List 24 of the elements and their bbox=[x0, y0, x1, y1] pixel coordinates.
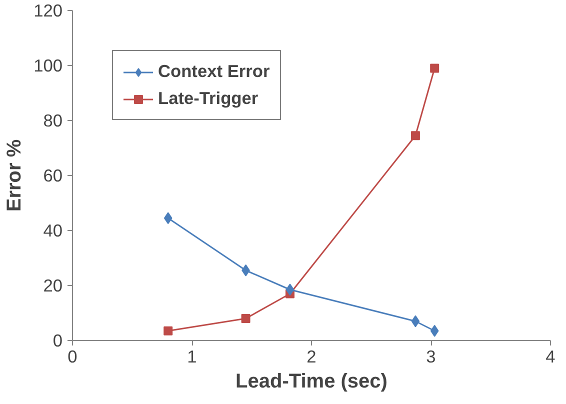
point bbox=[241, 314, 250, 323]
x-tick-label: 1 bbox=[187, 346, 197, 366]
point bbox=[164, 326, 173, 336]
x-tick-label: 3 bbox=[426, 346, 436, 366]
legend-label: Context Error bbox=[158, 61, 270, 82]
x-tick-label: 0 bbox=[68, 346, 78, 366]
point bbox=[164, 212, 172, 224]
y-tick-label: 40 bbox=[43, 220, 63, 240]
point bbox=[286, 284, 294, 296]
y-axis-title: Error % bbox=[4, 139, 26, 212]
x-tick-label: 4 bbox=[546, 346, 556, 366]
point bbox=[410, 131, 420, 140]
x-axis-title: Lead-Time (sec) bbox=[236, 370, 388, 392]
y-tick-label: 60 bbox=[43, 166, 63, 186]
legend-label: Late-Trigger bbox=[158, 88, 258, 109]
point bbox=[430, 64, 440, 73]
y-tick-label: 80 bbox=[43, 110, 63, 130]
y-tick-label: 0 bbox=[52, 330, 63, 350]
x-tick-label: 2 bbox=[306, 346, 316, 366]
y-tick-label: 20 bbox=[43, 276, 63, 296]
point bbox=[430, 324, 439, 337]
y-tick-label: 100 bbox=[34, 56, 63, 76]
y-tick-label: 120 bbox=[34, 0, 63, 20]
point bbox=[411, 315, 420, 328]
